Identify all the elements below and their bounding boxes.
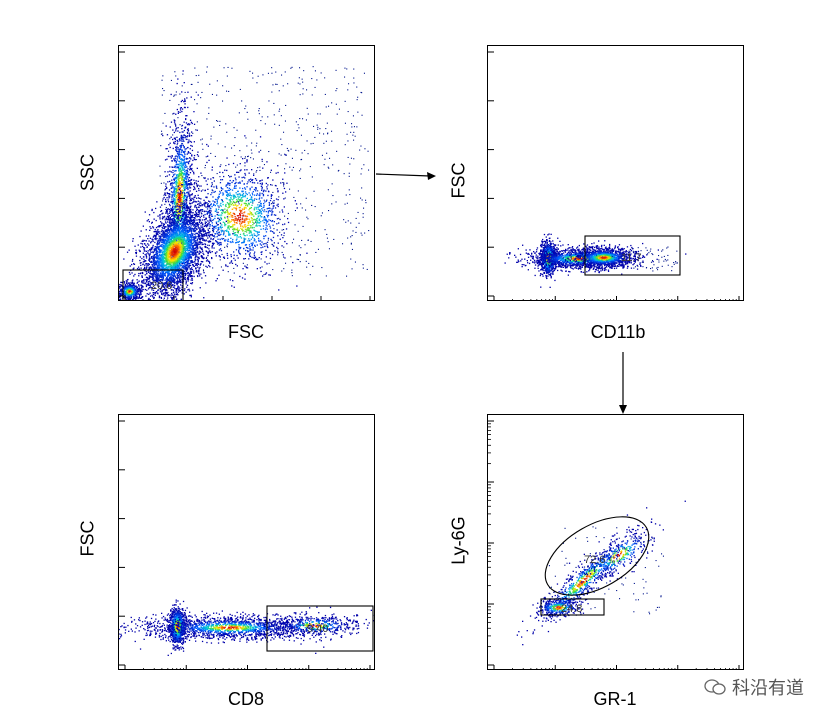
- plot-gr1-ly6g-xlabel: GR-1: [593, 689, 637, 709]
- gate-rectangle: [122, 269, 184, 300]
- cell-events: [119, 278, 149, 300]
- gate-rectangle: [540, 598, 605, 616]
- watermark: 科沿有道: [704, 674, 804, 700]
- plot-fsc-ssc: 20.6: [118, 45, 375, 301]
- sparse-events: [548, 526, 664, 615]
- plot-fsc-ssc-canvas: 20.6: [119, 51, 371, 300]
- cell-events: [557, 240, 658, 275]
- plot-fsc-ssc-xlabel: FSC: [228, 322, 264, 342]
- gate-rectangle: [266, 605, 374, 652]
- plot-cd8-fsc: 9.40: [118, 414, 375, 670]
- gate-label: 72.6: [584, 554, 605, 566]
- gate-rectangle: [584, 235, 681, 276]
- gate-label: 11.7: [621, 252, 642, 264]
- plot-gr1-ly6g-canvas: 72.6 24.8: [488, 420, 740, 669]
- plot-cd11b-fsc-xlabel: CD11b: [590, 322, 646, 342]
- plot-cd11b-fsc-ylabel: FSC: [448, 162, 469, 199]
- plot-cd8-fsc-canvas: 9.40: [119, 420, 374, 669]
- cell-events: [254, 606, 374, 648]
- gate-label: 20.6: [151, 280, 172, 292]
- gate-label: 24.8: [561, 603, 582, 615]
- axis-ticks: [488, 420, 740, 669]
- plot-cd11b-fsc: 11.7: [487, 45, 744, 301]
- plot-gr1-ly6g-ylabel: Ly-6G: [448, 516, 469, 565]
- plot-cd8-fsc-xlabel: CD8: [227, 689, 264, 709]
- axis-ticks: [119, 420, 371, 669]
- arrow-down: [619, 352, 627, 414]
- watermark-text: 科沿有道: [732, 678, 804, 698]
- arrow-right: [375, 172, 436, 180]
- gate-ellipse: [544, 516, 650, 596]
- axis-ticks: [119, 51, 371, 300]
- plot-fsc-ssc-ylabel: SSC: [77, 154, 98, 192]
- gate-label: 9.40: [307, 623, 328, 635]
- cell-events: [123, 177, 240, 300]
- wechat-icon: [704, 679, 726, 695]
- plot-cd8-fsc-ylabel: FSC: [77, 520, 98, 557]
- plot-gr1-ly6g: 72.6 24.8: [487, 414, 744, 670]
- sparse-events: [628, 246, 678, 272]
- cell-events: [567, 500, 686, 593]
- cell-events: [169, 135, 308, 291]
- axis-ticks: [488, 51, 740, 300]
- cell-events: [119, 608, 367, 654]
- plot-cd11b-fsc-canvas: 11.7: [488, 51, 740, 300]
